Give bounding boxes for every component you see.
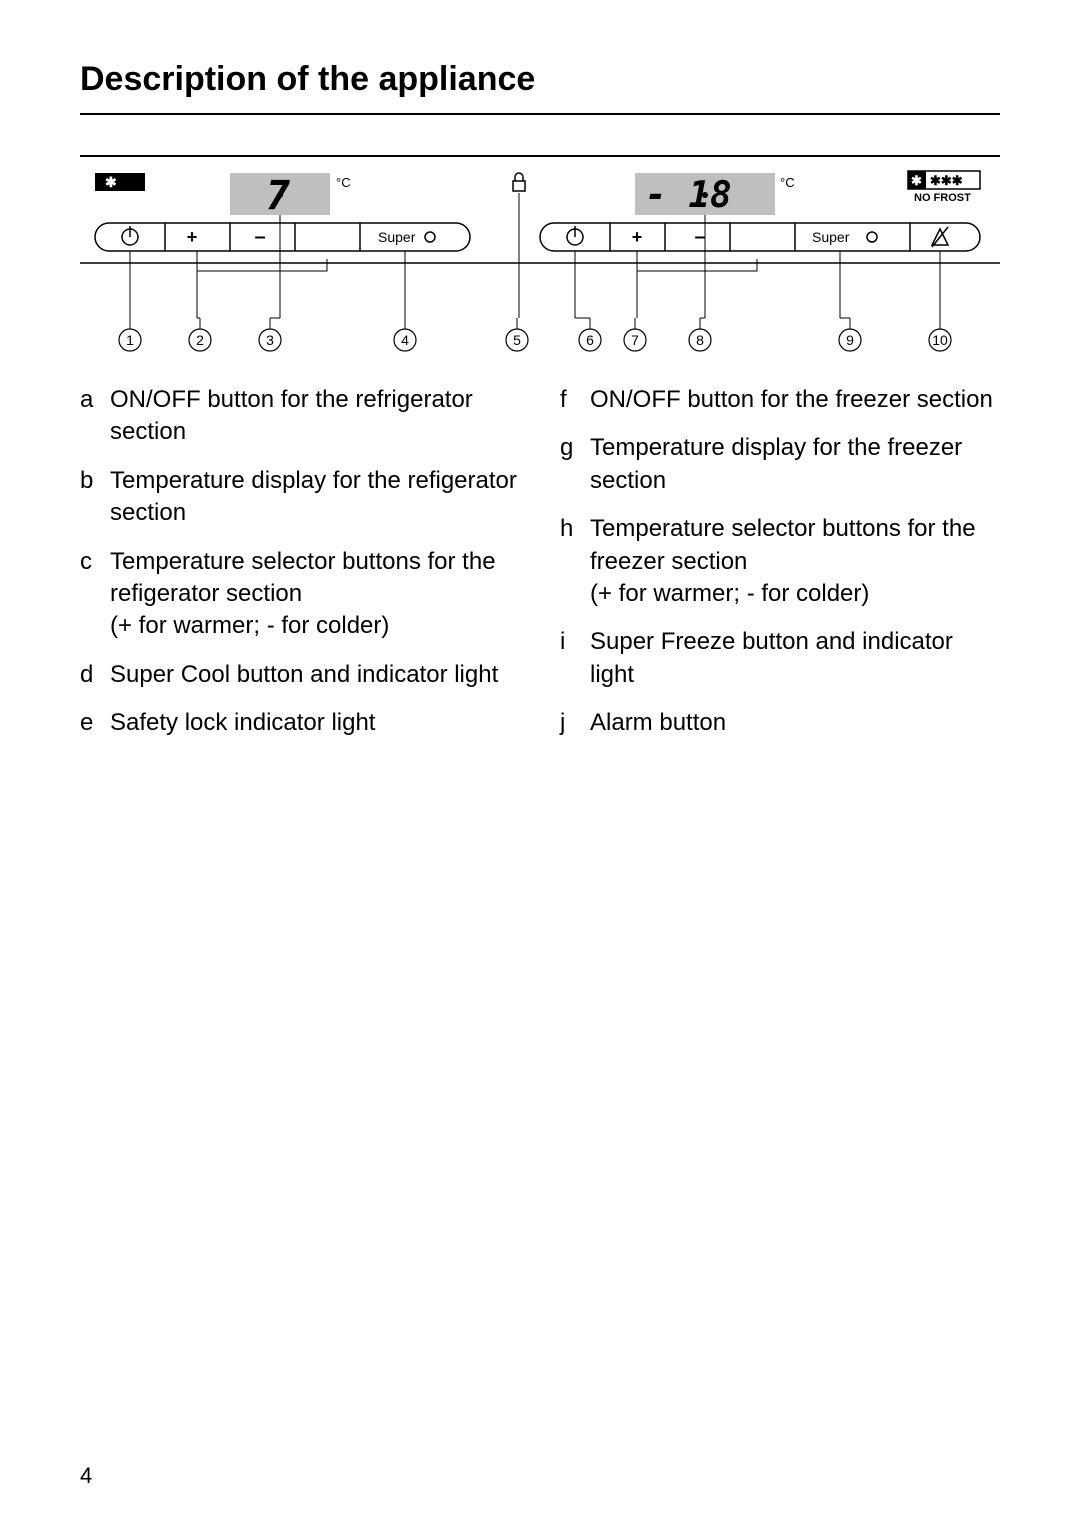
- diagram-svg: ✱7°C+–Super✱✱✱✱NO FROST- 18°C+–Super1234…: [80, 165, 1000, 355]
- legend-label: d: [80, 659, 110, 691]
- svg-text:4: 4: [401, 332, 409, 348]
- svg-text:✱: ✱: [911, 173, 922, 188]
- svg-text:°C: °C: [336, 175, 351, 190]
- legend-text: Temperature selector buttons for the fre…: [590, 513, 1000, 610]
- legend-label: c: [80, 546, 110, 643]
- legend-item: bTemperature display for the refigerator…: [80, 465, 520, 530]
- legend-left-column: aON/OFF button for the refrigerator sect…: [80, 384, 520, 756]
- legend-label: i: [560, 626, 590, 691]
- legend-label: f: [560, 384, 590, 416]
- control-panel-diagram: ✱7°C+–Super✱✱✱✱NO FROST- 18°C+–Super1234…: [80, 155, 1000, 360]
- legend-item: dSuper Cool button and indicator light: [80, 659, 520, 691]
- svg-text:+: +: [187, 227, 198, 247]
- svg-text:✱: ✱: [105, 174, 117, 190]
- svg-text:9: 9: [846, 332, 854, 348]
- legend-text: Alarm button: [590, 707, 726, 739]
- svg-text:Super: Super: [812, 229, 850, 245]
- legend-text: ON/OFF button for the refrigerator secti…: [110, 384, 520, 449]
- svg-text:1: 1: [126, 332, 134, 348]
- legend-item: cTemperature selector buttons for the re…: [80, 546, 520, 643]
- legend-label: g: [560, 432, 590, 497]
- svg-text:5: 5: [513, 332, 521, 348]
- svg-text:10: 10: [932, 332, 948, 348]
- svg-text:NO FROST: NO FROST: [914, 192, 971, 204]
- svg-text:6: 6: [586, 332, 594, 348]
- legend-item: fON/OFF button for the freezer section: [560, 384, 1000, 416]
- legend-item: eSafety lock indicator light: [80, 707, 520, 739]
- legend-text: ON/OFF button for the freezer section: [590, 384, 993, 416]
- svg-text:–: –: [694, 226, 705, 248]
- legend-item: gTemperature display for the freezer sec…: [560, 432, 1000, 497]
- svg-text:2: 2: [196, 332, 204, 348]
- legend: aON/OFF button for the refrigerator sect…: [80, 384, 1000, 756]
- legend-text: Temperature display for the freezer sect…: [590, 432, 1000, 497]
- legend-text: Safety lock indicator light: [110, 707, 375, 739]
- legend-item: aON/OFF button for the refrigerator sect…: [80, 384, 520, 449]
- page: Description of the appliance ✱ 7 °C + – Super…: [0, 0, 1080, 1529]
- legend-item: hTemperature selector buttons for the fr…: [560, 513, 1000, 610]
- legend-text: Temperature display for the refigerator …: [110, 465, 520, 530]
- svg-text:°C: °C: [780, 175, 795, 190]
- legend-text: Temperature selector buttons for the ref…: [110, 546, 520, 643]
- legend-item: iSuper Freeze button and indicator light: [560, 626, 1000, 691]
- legend-label: a: [80, 384, 110, 449]
- legend-text: Super Freeze button and indicator light: [590, 626, 1000, 691]
- svg-text:+: +: [632, 227, 643, 247]
- svg-text:7: 7: [631, 332, 639, 348]
- legend-right-column: fON/OFF button for the freezer sectiongT…: [560, 384, 1000, 756]
- page-title: Description of the appliance: [80, 60, 1000, 115]
- legend-label: j: [560, 707, 590, 739]
- svg-text:- 18: - 18: [645, 175, 732, 216]
- svg-text:3: 3: [266, 332, 274, 348]
- legend-label: h: [560, 513, 590, 610]
- svg-text:8: 8: [696, 332, 704, 348]
- legend-text: Super Cool button and indicator light: [110, 659, 498, 691]
- legend-item: jAlarm button: [560, 707, 1000, 739]
- legend-label: e: [80, 707, 110, 739]
- legend-label: b: [80, 465, 110, 530]
- page-number: 4: [80, 1463, 92, 1489]
- svg-text:Super: Super: [378, 229, 416, 245]
- svg-text:✱✱✱: ✱✱✱: [930, 173, 963, 188]
- svg-text:–: –: [254, 226, 265, 248]
